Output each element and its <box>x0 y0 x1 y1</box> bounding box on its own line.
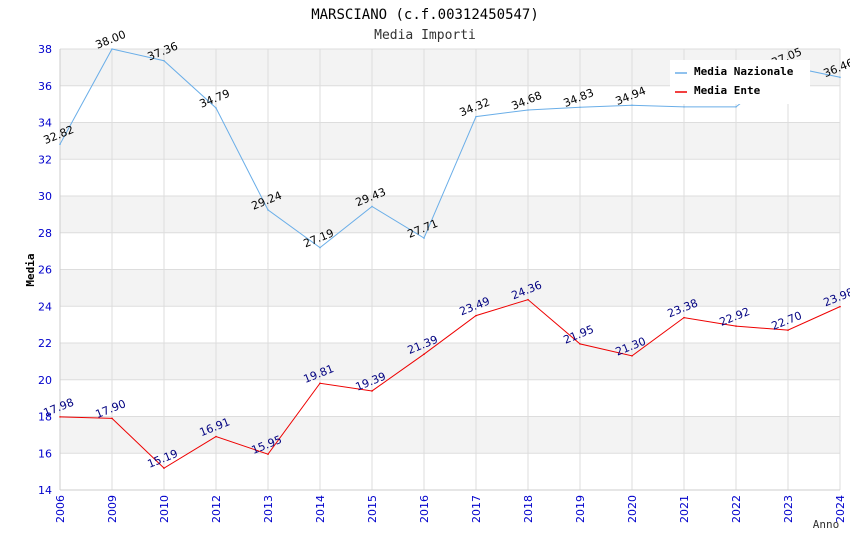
data-point <box>111 48 113 50</box>
y-tick-label: 18 <box>38 411 52 424</box>
data-point <box>579 343 581 345</box>
grid-band <box>60 343 840 380</box>
grid-band <box>60 269 840 307</box>
data-point <box>59 416 61 418</box>
y-tick-label: 14 <box>38 484 52 497</box>
data-point <box>371 390 373 392</box>
x-tick-label: 2016 <box>418 495 431 523</box>
data-point <box>839 305 841 308</box>
data-point <box>163 467 165 469</box>
y-tick-label: 38 <box>38 43 52 56</box>
y-tick-label: 20 <box>38 374 52 387</box>
data-label: 38.00 <box>94 28 128 52</box>
x-tick-label: 2020 <box>626 495 639 523</box>
data-point <box>527 298 529 301</box>
y-tick-label: 28 <box>38 227 52 240</box>
data-point <box>683 106 685 108</box>
grid-bands <box>60 49 840 490</box>
data-point <box>423 237 425 239</box>
x-axis-ticks: 2006 2009 2010 2012 2013 2014 2015 2016 2017 2018… <box>54 495 847 523</box>
data-point <box>527 109 529 111</box>
x-tick-label: 2014 <box>314 495 327 523</box>
x-tick-label: 2022 <box>730 495 743 523</box>
x-tick-label: 2021 <box>678 495 691 523</box>
data-point <box>319 382 321 385</box>
y-tick-label: 32 <box>38 153 52 166</box>
series-line-media-nazionale <box>59 48 841 249</box>
legend: Media Nazionale Media Ente <box>670 60 810 104</box>
y-tick-label: 34 <box>38 117 52 130</box>
data-point <box>735 325 737 327</box>
data-point <box>111 417 113 420</box>
y-tick-label: 16 <box>38 447 52 460</box>
x-tick-label: 2012 <box>210 495 223 523</box>
grid-band <box>60 306 840 343</box>
x-tick-label: 2023 <box>782 495 795 523</box>
x-tick-label: 2018 <box>522 495 535 523</box>
data-point <box>319 246 321 249</box>
x-tick-label: 2024 <box>834 495 847 523</box>
data-point <box>423 353 425 356</box>
x-tick-label: 2017 <box>470 495 483 523</box>
data-point <box>59 143 61 145</box>
x-tick-label: 2006 <box>54 495 67 523</box>
x-tick-label: 2015 <box>366 495 379 523</box>
y-tick-label: 22 <box>38 337 52 350</box>
y-tick-label: 24 <box>38 300 52 313</box>
chart-title: MARSCIANO (c.f.00312450547) <box>311 7 539 23</box>
data-point <box>475 115 477 118</box>
data-point <box>267 209 269 211</box>
data-point <box>735 106 737 108</box>
x-tick-label: 2009 <box>106 495 119 523</box>
data-point <box>683 316 685 319</box>
grid-band <box>60 196 840 233</box>
grid-band <box>60 122 840 160</box>
x-tick-label: 2013 <box>262 495 275 523</box>
grid-lines <box>59 48 841 491</box>
data-point <box>787 329 789 331</box>
data-point <box>215 435 217 438</box>
y-axis-title: Media <box>24 253 37 286</box>
legend-label-media-nazionale: Media Nazionale <box>694 65 794 78</box>
chart-subtitle: Media Importi <box>374 28 476 43</box>
grid-band <box>60 416 840 454</box>
series-line-media-ente <box>59 299 841 469</box>
legend-box <box>670 60 810 104</box>
legend-label-media-ente: Media Ente <box>694 84 761 97</box>
y-tick-label: 26 <box>38 264 52 277</box>
data-point <box>579 106 581 109</box>
data-point <box>839 76 841 79</box>
x-axis-title: Anno <box>813 518 840 531</box>
grid-band <box>60 379 840 417</box>
y-axis-ticks: 14 16 18 20 22 24 26 28 30 32 34 36 38 <box>38 43 52 497</box>
data-point <box>371 205 373 208</box>
data-point <box>215 107 217 109</box>
x-tick-label: 2019 <box>574 495 587 523</box>
data-point <box>475 314 477 317</box>
grid-band <box>60 232 840 270</box>
y-tick-label: 30 <box>38 190 52 203</box>
data-point <box>163 59 165 62</box>
data-point <box>631 104 633 107</box>
x-tick-label: 2010 <box>158 495 171 523</box>
series-group <box>59 48 841 469</box>
data-point <box>267 453 269 455</box>
grid-band <box>60 453 840 490</box>
y-tick-label: 36 <box>38 80 52 93</box>
data-point <box>631 355 633 357</box>
